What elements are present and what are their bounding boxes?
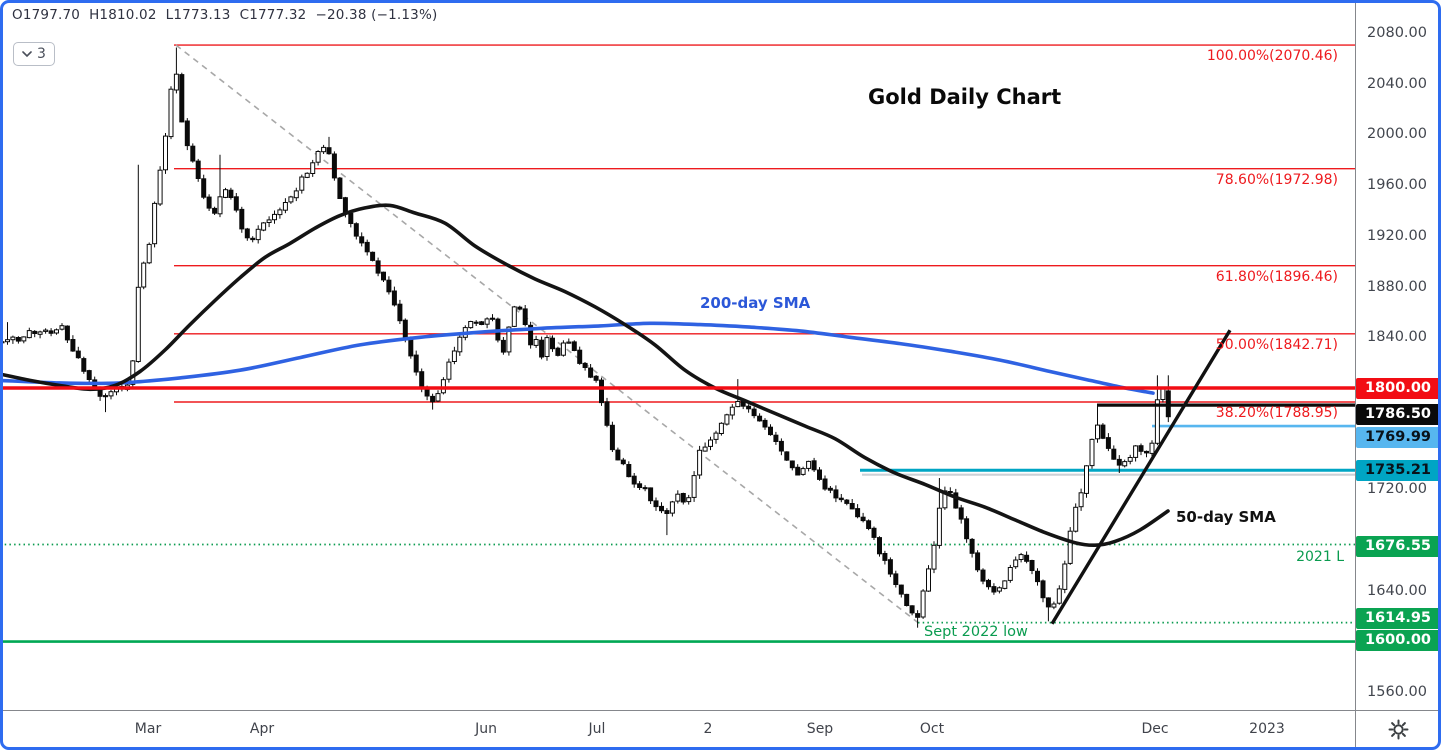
indicator-count: 3 — [37, 46, 46, 62]
fib-label: 61.80%(1896.46) — [1215, 269, 1338, 285]
low-2021-annotation: 2021 L — [1296, 549, 1344, 565]
price-tick: 1560.00 — [1367, 684, 1427, 700]
sept-2022-low-annotation: Sept 2022 low — [924, 624, 1028, 640]
rising-trendline — [1050, 329, 1232, 625]
price-tag: 1800.00 — [1356, 377, 1440, 399]
time-tick: Sep — [806, 721, 834, 737]
fib-baseline-dashed — [175, 44, 919, 624]
price-tag: 1676.55 — [1356, 535, 1440, 557]
price-tick: 2040.00 — [1367, 76, 1427, 92]
ohlc-open: O1797.70 — [12, 7, 81, 23]
ohlc-readout: O1797.70 H1810.02 L1773.13 C1777.32 −20.38 (… — [12, 7, 446, 23]
fib-label: 38.20%(1788.95) — [1215, 405, 1338, 421]
time-tick: 2023 — [1249, 721, 1285, 737]
fib-label: 78.60%(1972.98) — [1215, 172, 1338, 188]
price-tick: 1720.00 — [1367, 481, 1427, 497]
axis-separator-vertical — [1355, 0, 1356, 747]
time-tick: Jun — [475, 721, 497, 737]
level-lines-under[interactable] — [0, 424, 1355, 643]
indicators-collapse-button[interactable]: 3 — [13, 42, 55, 66]
price-tag: 1614.95 — [1356, 607, 1440, 629]
price-axis[interactable]: 2080.00 2040.00 2000.00 1960.00 1920.00 1880.… — [1356, 0, 1441, 710]
ohlc-change: −20.38 (−1.13%) — [315, 7, 438, 23]
time-tick: 2 — [703, 721, 713, 737]
price-tag: 1769.99 — [1356, 426, 1440, 448]
fib-label: 100.00%(2070.46) — [1206, 48, 1338, 64]
price-tick: 1640.00 — [1367, 583, 1427, 599]
axis-settings-button[interactable] — [1356, 711, 1441, 747]
price-tick: 1880.00 — [1367, 279, 1427, 295]
ohlc-close: C1777.32 — [239, 7, 307, 23]
sma-200-line — [0, 321, 1155, 395]
time-tick: Dec — [1141, 721, 1169, 737]
ohlc-low: L1773.13 — [165, 7, 231, 23]
axis-separator-horizontal — [0, 710, 1441, 711]
time-tick: Oct — [919, 721, 945, 737]
sma-50-line — [0, 203, 1170, 548]
sma50-annotation: 50-day SMA — [1176, 508, 1276, 526]
moving-averages[interactable] — [0, 203, 1170, 548]
price-tag: 1786.50 — [1356, 403, 1440, 425]
price-tick: 2080.00 — [1367, 25, 1427, 41]
level-lines-over[interactable] — [0, 329, 1355, 625]
gear-icon — [1388, 719, 1409, 739]
chart-title: Gold Daily Chart — [868, 85, 1062, 109]
trend-lines-dashed[interactable] — [175, 44, 919, 624]
chevron-down-icon — [22, 50, 32, 57]
ohlc-high: H1810.02 — [89, 7, 157, 23]
price-tag: 1735.21 — [1356, 459, 1440, 481]
price-tick: 2000.00 — [1367, 126, 1427, 142]
fib-label: 50.00%(1842.71) — [1215, 337, 1338, 353]
sma200-annotation: 200-day SMA — [700, 294, 811, 312]
time-tick: Apr — [249, 721, 275, 737]
time-axis[interactable]: Mar Apr Jun Jul 2 Sep Oct Dec 2023 — [0, 711, 1355, 747]
time-tick: Mar — [134, 721, 162, 737]
candlesticks[interactable] — [0, 47, 1171, 628]
price-tag: 1600.00 — [1356, 629, 1440, 651]
price-tick: 1840.00 — [1367, 329, 1427, 345]
price-tick: 1960.00 — [1367, 177, 1427, 193]
price-tick: 1920.00 — [1367, 228, 1427, 244]
time-tick: Jul — [588, 721, 606, 737]
